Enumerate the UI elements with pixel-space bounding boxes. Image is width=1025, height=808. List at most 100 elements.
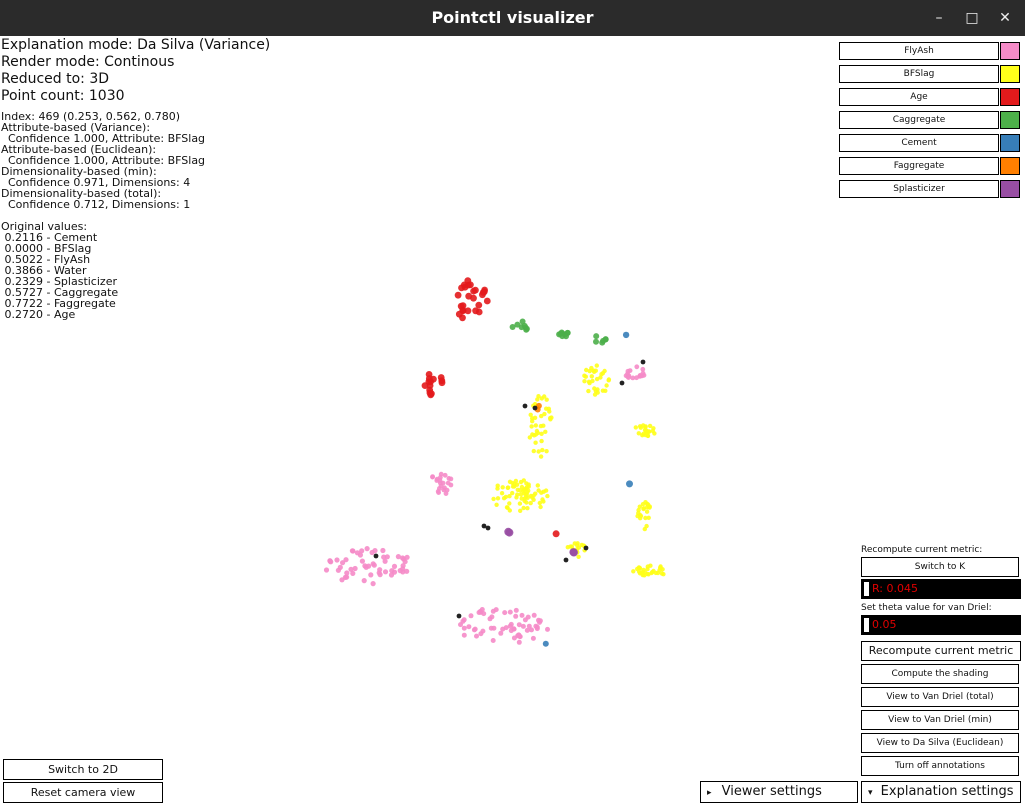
legend-label[interactable]: Splasticizer: [839, 180, 999, 198]
data-point: [495, 483, 500, 488]
data-point: [344, 570, 350, 576]
data-point: [371, 562, 377, 568]
legend-item-faggregate[interactable]: Faggregate: [839, 157, 1021, 175]
original-value-line: 0.5727 - Caggregate: [1, 286, 119, 299]
legend-item-cement[interactable]: Cement: [839, 134, 1021, 152]
explanation-settings-tab[interactable]: ▾ Explanation settings: [861, 781, 1021, 803]
legend-label[interactable]: Age: [839, 88, 999, 106]
data-point: [582, 379, 587, 384]
data-point: [389, 568, 395, 574]
highlighted-point: [640, 359, 646, 365]
data-point: [532, 415, 538, 420]
data-point: [522, 491, 527, 496]
data-point: [604, 383, 609, 388]
legend-item-age[interactable]: Age: [839, 88, 1021, 106]
data-point: [369, 549, 375, 556]
view-van-driel-total-button[interactable]: View to Van Driel (total): [861, 687, 1019, 707]
data-point: [402, 559, 408, 565]
data-point: [511, 626, 517, 632]
detail-line: Index: 469 (0.253, 0.562, 0.780): [1, 110, 181, 123]
data-point: [363, 564, 369, 570]
compute-shading-button[interactable]: Compute the shading: [861, 664, 1019, 684]
data-point: [634, 364, 640, 370]
data-point: [461, 632, 467, 638]
data-point: [476, 610, 482, 615]
viewer-settings-tab[interactable]: ▸ Viewer settings: [700, 781, 858, 803]
turn-off-annotations-button[interactable]: Turn off annotations: [861, 756, 1019, 776]
data-point: [645, 564, 650, 569]
data-point: [544, 397, 549, 402]
data-point: [593, 338, 599, 345]
data-point: [382, 558, 388, 564]
switch-to-k-button[interactable]: Switch to K: [861, 557, 1019, 577]
view-van-driel-min-button[interactable]: View to Van Driel (min): [861, 710, 1019, 730]
title-bar: Pointctl visualizer – □ ✕: [0, 0, 1025, 36]
legend-item-splasticizer[interactable]: Splasticizer: [839, 180, 1021, 198]
data-point: [626, 375, 631, 380]
data-point: [359, 558, 365, 564]
r-value-input[interactable]: R: 0.045: [861, 579, 1021, 599]
data-point: [626, 480, 633, 488]
close-button[interactable]: ✕: [999, 10, 1011, 26]
data-point: [641, 372, 647, 378]
data-point: [548, 415, 553, 421]
data-point: [513, 613, 519, 619]
data-point: [542, 411, 547, 417]
data-point: [539, 431, 544, 436]
data-point: [545, 493, 550, 499]
recompute-metric-button[interactable]: Recompute current metric: [861, 641, 1021, 661]
data-point: [343, 557, 349, 563]
theta-input[interactable]: 0.05: [861, 615, 1021, 635]
data-point: [644, 523, 649, 529]
legend-label[interactable]: FlyAsh: [839, 42, 999, 60]
legend-item-caggregate[interactable]: Caggregate: [839, 111, 1021, 129]
detail-line: Dimensionality-based (total):: [1, 187, 162, 200]
legend-item-bfslag[interactable]: BFSlag: [839, 65, 1021, 83]
data-point: [522, 496, 527, 501]
data-point: [350, 570, 356, 577]
legend-label[interactable]: Caggregate: [839, 111, 999, 129]
data-point: [525, 506, 530, 511]
data-point: [377, 572, 383, 578]
data-point: [600, 388, 606, 393]
data-point: [651, 568, 656, 574]
maximize-button[interactable]: □: [965, 10, 979, 26]
data-point: [472, 286, 479, 294]
minimize-button[interactable]: –: [935, 10, 943, 26]
legend-label[interactable]: BFSlag: [839, 65, 999, 83]
data-point: [598, 375, 603, 380]
data-point: [443, 491, 449, 496]
data-point: [464, 277, 472, 284]
legend-swatch: [1000, 88, 1020, 106]
legend-item-flyash[interactable]: FlyAsh: [839, 42, 1021, 60]
data-point: [599, 339, 606, 346]
data-point: [538, 423, 544, 429]
data-point: [561, 331, 568, 338]
data-point: [533, 423, 538, 428]
data-point: [637, 424, 643, 429]
data-point: [539, 438, 544, 444]
view-da-silva-euclidean-button[interactable]: View to Da Silva (Euclidean): [861, 733, 1019, 753]
legend-label[interactable]: Faggregate: [839, 157, 999, 175]
data-point: [459, 302, 467, 309]
data-point: [342, 574, 348, 581]
point-cloud[interactable]: [0, 36, 1025, 808]
data-point: [531, 448, 536, 454]
data-point: [354, 550, 360, 556]
legend-label[interactable]: Cement: [839, 134, 999, 152]
detail-line: Confidence 0.712, Dimensions: 1: [1, 198, 191, 211]
data-point: [442, 472, 448, 478]
data-point: [552, 530, 560, 538]
reset-camera-button[interactable]: Reset camera view: [3, 782, 163, 803]
data-point: [543, 429, 548, 434]
data-point: [472, 626, 478, 632]
switch-to-2d-button[interactable]: Switch to 2D: [3, 759, 163, 780]
data-point: [644, 501, 650, 506]
data-point: [395, 554, 401, 560]
data-point: [361, 578, 367, 584]
original-values-title: Original values:: [1, 220, 88, 233]
theta-value: 0.05: [872, 618, 897, 631]
data-point: [448, 476, 454, 482]
data-point: [364, 546, 370, 552]
data-point: [640, 569, 645, 575]
